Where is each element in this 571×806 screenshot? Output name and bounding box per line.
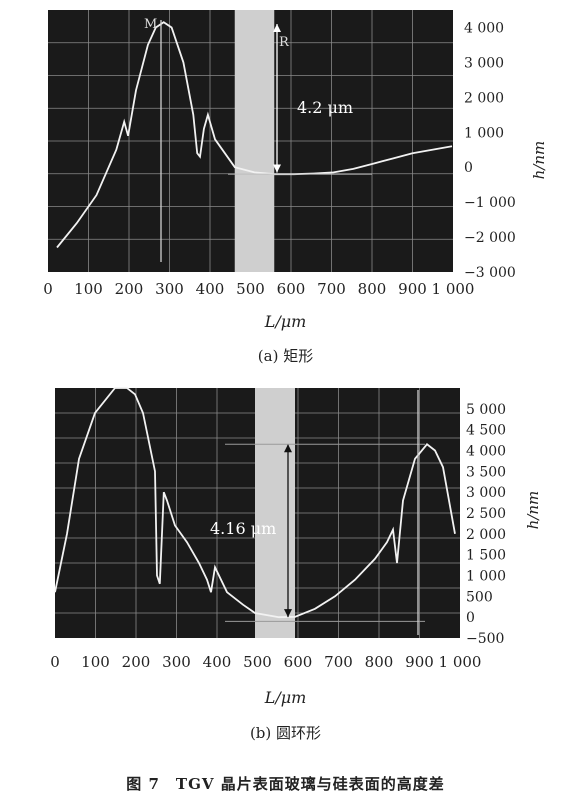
y-tick-label: 2 000: [466, 527, 506, 543]
x-tick-label: 200: [115, 280, 144, 298]
measurement-band: [234, 10, 275, 272]
chart-b-caption: (b) 圆环形: [249, 724, 322, 742]
y-tick-label: 0: [466, 610, 475, 626]
y-tick-label: 5 000: [466, 402, 506, 418]
y-axis-label: h/nm: [530, 141, 548, 180]
y-tick-label: 4 000: [464, 20, 504, 36]
x-tick-label: 1 000: [432, 280, 475, 298]
y-tick-label: 3 000: [464, 55, 504, 71]
annotation-label: 4.2 μm: [297, 98, 353, 117]
y-tick-label: −500: [466, 631, 504, 647]
x-tick-label: 600: [284, 653, 313, 671]
figure-caption: 图 7 TGV 晶片表面玻璃与硅表面的高度差: [126, 775, 445, 793]
chart-a: 4.2 μm M R 0 100 200 300 400 500 600 700 800 900 1 0…: [43, 10, 548, 298]
y-tick-label: 4 000: [466, 444, 506, 460]
x-tick-label: 400: [203, 653, 232, 671]
y-axis-label: h/nm: [524, 491, 542, 530]
y-tick-label: −3 000: [464, 265, 516, 281]
x-tick-label: 700: [324, 653, 353, 671]
y-tick-label: 3 000: [466, 485, 506, 501]
x-tick-label: 100: [74, 280, 103, 298]
x-tick-label: 700: [317, 280, 346, 298]
x-tick-label: 800: [358, 280, 387, 298]
chart-a-caption: (a) 矩形: [257, 347, 314, 365]
y-tick-label: 1 500: [466, 548, 506, 564]
x-tick-label: 500: [236, 280, 265, 298]
annotation-label: 4.16 μm: [210, 519, 276, 538]
x-tick-label: 200: [122, 653, 151, 671]
y-tick-label: 4 500: [466, 423, 506, 439]
series-line: [54, 387, 456, 619]
marker-label: M: [144, 17, 157, 32]
chart-a-xlabel: L/μm: [264, 312, 307, 331]
y-tick-label: 1 000: [464, 125, 504, 141]
y-tick-label: 500: [466, 589, 493, 605]
y-tick-label: 2 000: [464, 90, 504, 106]
x-tick-label: 300: [155, 280, 184, 298]
x-tick-label: 100: [81, 653, 110, 671]
x-tick-label: 300: [162, 653, 191, 671]
arrow-head-top: [284, 444, 292, 453]
x-tick-label: 500: [243, 653, 272, 671]
x-tick-label: 800: [365, 653, 394, 671]
x-tick-label: 400: [196, 280, 225, 298]
y-tick-label: 1 000: [466, 569, 506, 585]
marker-label: R: [279, 35, 290, 50]
series-line: [56, 21, 453, 249]
y-tick-label: −2 000: [464, 230, 516, 246]
y-tick-label: 2 500: [466, 506, 506, 522]
arrow-head-bottom: [273, 164, 281, 173]
x-tick-label: 1 000: [439, 653, 482, 671]
arrow-head-top: [273, 23, 281, 32]
x-tick-label: 0: [50, 653, 60, 671]
x-tick-label: 900: [405, 653, 434, 671]
x-tick-label: 600: [277, 280, 306, 298]
chart-b-xlabel: L/μm: [264, 688, 307, 707]
chart-b: 4.16 μm 0 100 200 300 400 500 600 700 800 900 1 00…: [50, 387, 542, 671]
y-tick-label: 3 500: [466, 464, 506, 480]
x-tick-label: 0: [43, 280, 53, 298]
arrow-head-bottom: [284, 609, 292, 618]
y-tick-label: −1 000: [464, 195, 516, 211]
y-tick-label: 0: [464, 160, 473, 176]
measurement-band: [255, 388, 295, 638]
x-tick-label: 900: [398, 280, 427, 298]
